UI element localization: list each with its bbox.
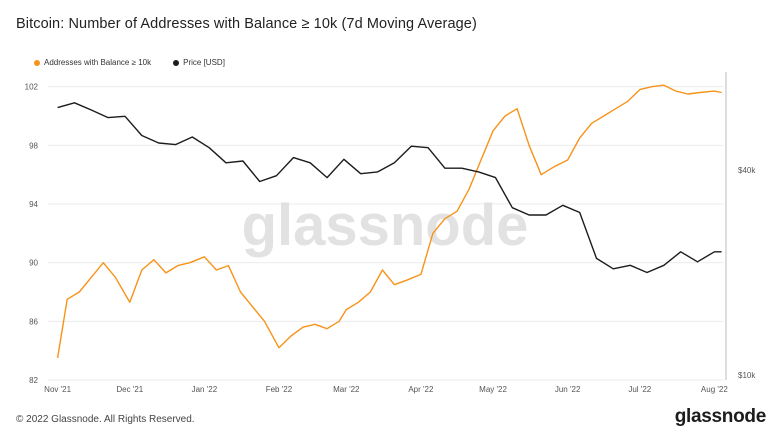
y-left-tick-label: 98	[29, 141, 38, 150]
legend-item-addresses[interactable]: Addresses with Balance ≥ 10k	[34, 58, 151, 67]
legend-dot-orange	[34, 59, 40, 66]
plot-background	[48, 72, 724, 380]
y-right-tick-label: $40k	[738, 166, 756, 175]
y-left-tick-label: 102	[25, 83, 39, 92]
x-tick-label: Aug '22	[701, 385, 728, 394]
legend-item-price[interactable]: Price [USD]	[173, 58, 225, 67]
x-tick-label: Jul '22	[628, 385, 651, 394]
x-tick-label: Dec '21	[116, 385, 143, 394]
y-left-tick-label: 94	[29, 200, 38, 209]
x-tick-label: Jun '22	[555, 385, 581, 394]
x-tick-label: Feb '22	[266, 385, 293, 394]
glassnode-logo: glassnode	[674, 406, 767, 427]
chart-legend: Addresses with Balance ≥ 10k Price [USD]	[34, 58, 225, 67]
watermark-text: glassnode	[242, 193, 529, 258]
series-line-addresses	[56, 84, 722, 359]
x-tick-label: Mar '22	[333, 385, 360, 394]
copyright-text: © 2022 Glassnode. All Rights Reserved.	[16, 414, 195, 425]
y-right-tick-label: $10k	[738, 371, 756, 380]
x-tick-label: May '22	[479, 385, 507, 394]
legend-label-price: Price [USD]	[183, 58, 225, 67]
y-left-tick-label: 86	[29, 317, 38, 326]
x-tick-label: Apr '22	[408, 385, 434, 394]
x-tick-label: Nov '21	[44, 385, 71, 394]
x-tick-label: Jan '22	[192, 385, 218, 394]
series-line-price	[57, 102, 722, 274]
legend-label-addresses: Addresses with Balance ≥ 10k	[44, 58, 152, 67]
y-left-tick-label: 90	[29, 259, 38, 268]
chart-title: Bitcoin: Number of Addresses with Balanc…	[16, 16, 477, 32]
legend-dot-black	[173, 59, 180, 66]
y-left-tick-label: 82	[29, 376, 38, 385]
